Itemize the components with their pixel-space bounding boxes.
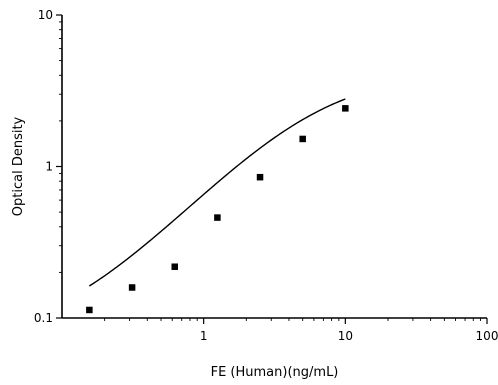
y-tick-label: 10 <box>38 8 53 22</box>
data-point-3 <box>171 263 178 270</box>
y-tick-label: 0.1 <box>34 311 53 325</box>
tick-labels: 1 10 100 0.1 1 10 <box>34 8 498 343</box>
data-points <box>86 105 349 314</box>
data-point-4 <box>214 214 221 221</box>
y-axis-title: Optical Density <box>11 116 26 216</box>
y-tick-label: 1 <box>45 160 53 174</box>
data-point-6 <box>299 135 306 143</box>
x-tick-label: 1 <box>200 329 208 343</box>
data-point-5 <box>256 173 264 181</box>
x-tick-label: 100 <box>476 329 498 343</box>
fit-curve <box>88 98 346 287</box>
major-ticks <box>56 14 488 324</box>
minor-ticks <box>59 21 481 321</box>
data-point-2 <box>128 284 136 291</box>
data-point-1 <box>86 306 93 314</box>
x-axis-title: FE (Human)(ng/mL) <box>211 365 339 380</box>
data-point-7 <box>342 105 349 112</box>
x-tick-label: 10 <box>338 329 353 343</box>
